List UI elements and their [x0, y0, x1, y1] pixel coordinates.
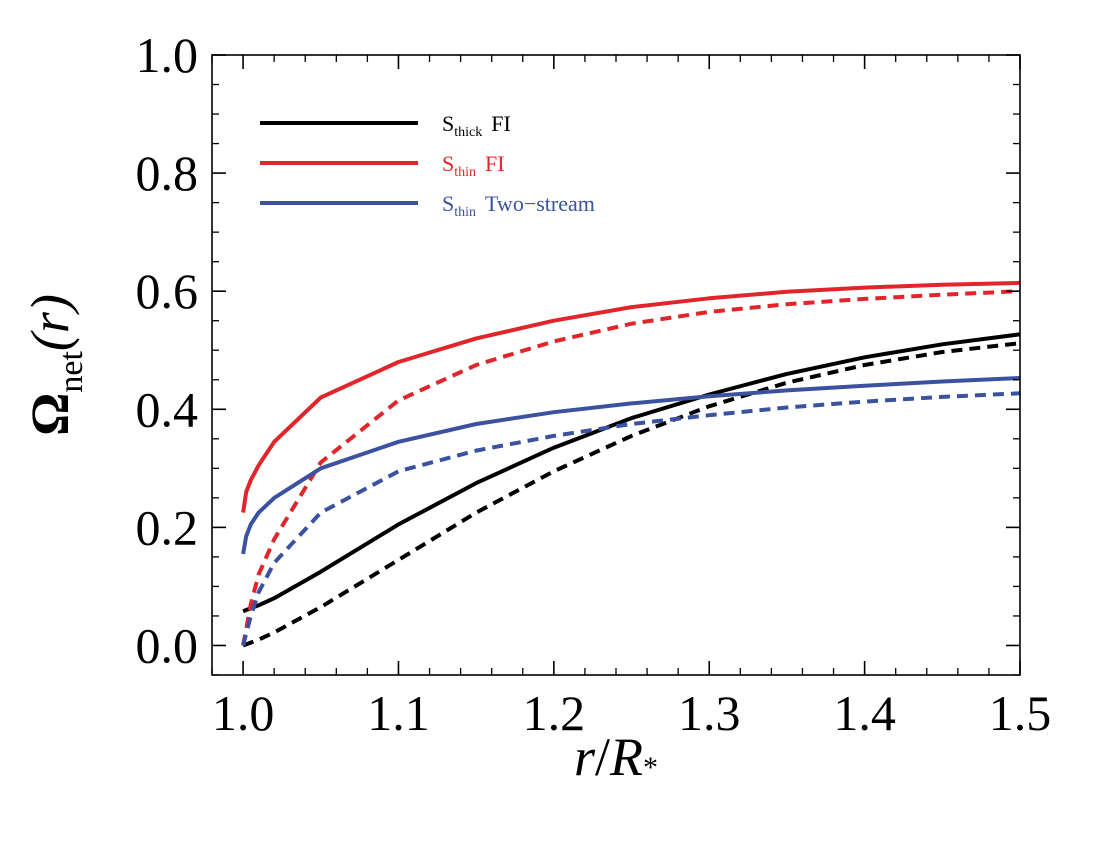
y-tick-label: 0.0 — [136, 617, 199, 673]
legend-layer: Sthick FI Sthin FI Sthin Two−stream — [260, 111, 595, 220]
x-tick-label: 1.5 — [989, 685, 1052, 741]
y-axis-title-omega: Ω — [20, 393, 80, 436]
series-layer — [241, 280, 1021, 648]
x-tick-label: 1.1 — [367, 685, 430, 741]
y-tick-label: 1.0 — [136, 27, 199, 83]
tick-layer: 1.0 1.1 1.2 1.3 1.4 1.5 0.0 0.2 0.4 0.6 0.8 1.0 — [136, 27, 1052, 741]
x-axis-title-r: r — [574, 727, 596, 787]
x-axis-title: r/R* — [574, 727, 658, 787]
y-axis-title: Ωnet(r) — [20, 294, 90, 436]
series-line-2 — [242, 341, 1021, 648]
plot-frame — [211, 54, 1021, 676]
legend-label-2: Sthin FI — [442, 151, 505, 180]
series-line-4 — [241, 289, 1021, 646]
x-tick-label: 1.3 — [678, 685, 741, 741]
y-tick-label: 0.6 — [136, 263, 199, 319]
x-tick-label: 1.4 — [833, 685, 896, 741]
x-tick-label: 1.0 — [212, 685, 275, 741]
legend-label-1: Sthick FI — [442, 111, 511, 140]
y-tick-label: 0.2 — [136, 499, 199, 555]
series-line-3 — [241, 280, 1021, 513]
y-axis-title-sub: net — [53, 351, 90, 393]
x-axis-title-R: R — [609, 727, 643, 787]
series-line-5 — [241, 376, 1021, 555]
x-axis-title-sep: / — [595, 727, 610, 787]
y-tick-label: 0.4 — [136, 381, 199, 437]
x-axis-title-sub: * — [643, 751, 658, 784]
series-line-1 — [242, 332, 1021, 614]
y-tick-label: 0.8 — [136, 145, 199, 201]
legend-label-3: Sthin Two−stream — [442, 191, 595, 220]
x-tick-label: 1.2 — [523, 685, 586, 741]
y-axis-title-arg: (r) — [20, 294, 80, 351]
series-line-6 — [241, 391, 1021, 647]
